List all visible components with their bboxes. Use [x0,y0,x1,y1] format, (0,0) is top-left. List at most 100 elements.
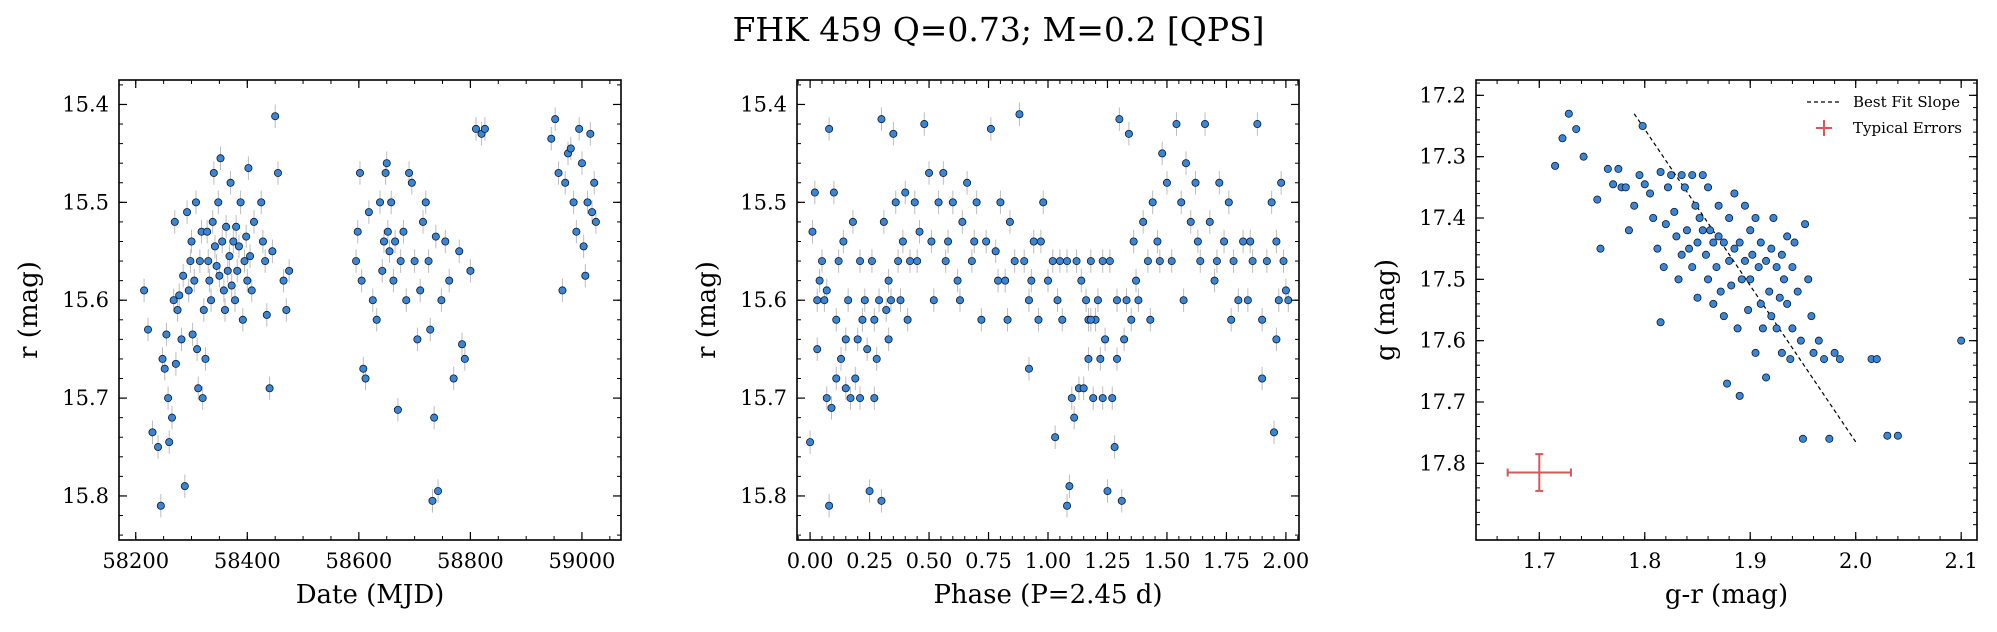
data-point [1034,315,1043,324]
data-point [1148,198,1157,207]
y-tick-label: 17.2 [1419,83,1466,107]
data-point [1748,250,1757,259]
data-point [901,188,910,197]
data-point [569,198,578,207]
data-point [204,257,213,266]
data-point [1788,324,1797,333]
data-point [863,345,872,354]
data-point [1153,237,1162,246]
data-point [817,257,826,266]
data-point [246,252,255,261]
data-point [1737,275,1746,284]
data-point [1893,431,1902,440]
data-point [844,296,853,305]
data-point [179,271,188,280]
data-point [376,198,385,207]
data-point [198,394,207,403]
data-point [1191,178,1200,187]
legend-error-label: Typical Errors [1853,119,1962,137]
data-point [870,315,879,324]
data-point [1215,178,1224,187]
data-point [1830,348,1839,357]
data-point [434,487,443,496]
data-point [590,178,599,187]
data-point [977,315,986,324]
data-point [1775,293,1784,302]
figure-title: FHK 459 Q=0.73; M=0.2 [QPS] [732,10,1265,49]
data-point [1727,281,1736,290]
data-point [586,129,595,138]
data-point [242,232,251,241]
data-point [186,257,195,266]
x-tick-label: 0.00 [787,549,834,573]
data-point [1730,189,1739,198]
data-point [215,271,224,280]
data-point [195,257,204,266]
data-point [898,237,907,246]
data-point [140,286,149,295]
data-point [1564,109,1573,118]
data-point [929,296,938,305]
x-tick-label: 1.75 [1203,549,1250,573]
data-point [860,296,869,305]
data-point [986,124,995,133]
data-point [1649,213,1658,222]
y-tick-label: 15.7 [740,386,787,410]
axes-frame [1475,79,1978,541]
data-point [837,354,846,363]
data-point [1725,256,1734,265]
data-point [1196,257,1205,266]
data-point [820,296,829,305]
data-point [1719,312,1728,321]
data-point [587,208,596,217]
data-point [144,325,153,334]
data-point [1253,120,1262,129]
data-point [1693,293,1702,302]
data-point [1670,207,1679,216]
y-tick-label: 17.3 [1419,145,1466,169]
data-point [827,403,836,412]
y-tick-label: 17.6 [1419,329,1466,353]
data-point [1129,237,1138,246]
data-point [271,112,280,121]
data-point [1772,324,1781,333]
data-point [194,384,203,393]
data-point [227,281,236,290]
data-point [1003,315,1012,324]
data-point [577,159,586,168]
data-point [1735,238,1744,247]
data-point [886,296,895,305]
data-point [927,237,936,246]
data-point [1767,312,1776,321]
data-point [1036,237,1045,246]
data-point [273,168,282,177]
data-point [1744,305,1753,314]
data-point [1227,315,1236,324]
data-point [1714,232,1723,241]
data-point [1110,443,1119,452]
data-point [1661,220,1670,229]
x-tick-label: 0.25 [846,549,893,573]
data-point [389,276,398,285]
data-point [806,438,815,447]
data-point [1284,296,1293,305]
x-tick-label: 1.25 [1084,549,1131,573]
data-point [1134,296,1143,305]
data-point [1621,183,1630,192]
data-point [939,168,948,177]
data-point [1614,164,1623,173]
x-tick-label: 58200 [102,549,169,573]
data-point [1725,213,1734,222]
data-point [581,271,590,280]
data-point [424,257,433,266]
data-point [240,257,249,266]
data-point [214,198,223,207]
data-point [232,222,241,231]
data-point [352,257,361,266]
y-tick-label: 15.4 [62,92,109,116]
x-tick-label: 1.8 [1628,549,1661,573]
data-point [889,129,898,138]
data-point [810,188,819,197]
data-point [829,188,838,197]
data-point [268,247,277,256]
